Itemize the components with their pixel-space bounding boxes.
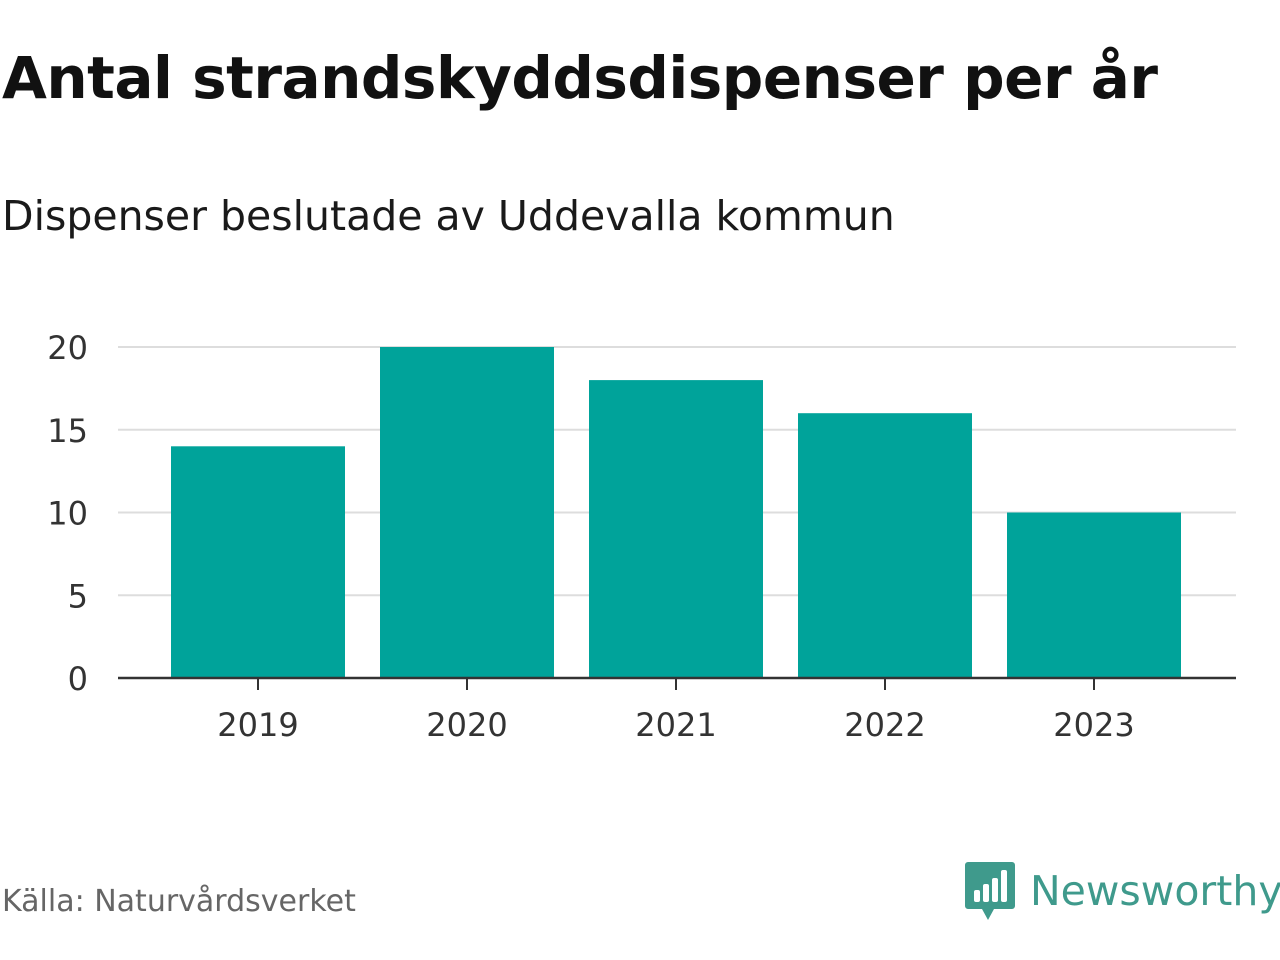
bar-2022: [798, 413, 972, 678]
bar-2019: [171, 446, 345, 678]
bar-chart: 0 5 10 15 20 2019 2020 2021 2022 2023: [47, 329, 1236, 744]
y-tick-label: 20: [47, 329, 88, 367]
y-tick-label: 15: [47, 412, 88, 450]
bar-2021: [589, 380, 763, 678]
bar-2023: [1007, 512, 1181, 678]
chart-title: Antal strandskyddsdispenser per år: [2, 44, 1158, 112]
x-tick-label: 2023: [1053, 706, 1134, 744]
brand-name: Newsworthy: [1030, 867, 1280, 915]
axis-layer: 0 5 10 15 20 2019 2020 2021 2022 2023: [47, 329, 1236, 744]
source-note: Källa: Naturvårdsverket: [2, 884, 356, 919]
y-tick-label: 10: [47, 495, 88, 533]
bar-chart-speech-bubble-icon: [965, 862, 1015, 920]
x-tick-label: 2021: [635, 706, 716, 744]
y-tick-label: 5: [68, 577, 88, 615]
x-tick-label: 2020: [426, 706, 507, 744]
bar-2020: [380, 347, 554, 678]
x-tick-label: 2022: [844, 706, 925, 744]
brand-logo: Newsworthy: [964, 860, 1280, 922]
chart-subtitle: Dispenser beslutade av Uddevalla kommun: [2, 192, 895, 240]
bar-layer: [171, 347, 1181, 678]
y-tick-label: 0: [68, 660, 88, 698]
x-tick-label: 2019: [217, 706, 298, 744]
